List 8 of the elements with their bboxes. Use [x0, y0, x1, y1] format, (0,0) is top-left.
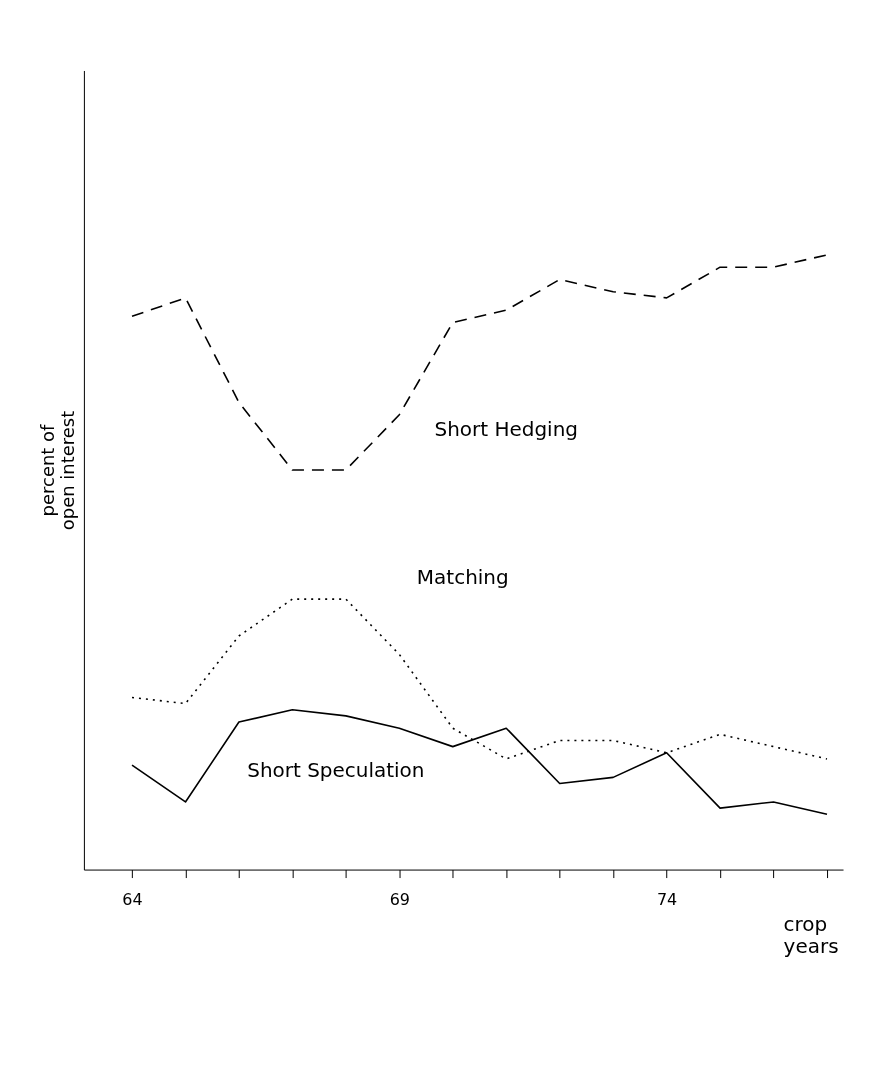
- y-axis-title: percent of open interest: [37, 410, 79, 531]
- x-tick-label: 69: [389, 890, 410, 910]
- x-tick-label: 74: [656, 890, 678, 910]
- x-tick-label: 64: [122, 890, 143, 910]
- series-label: Short Hedging: [434, 417, 578, 442]
- series-label: Short Speculation: [247, 757, 425, 782]
- x-axis-title: crop years: [783, 911, 839, 958]
- text: Matching: [416, 565, 509, 590]
